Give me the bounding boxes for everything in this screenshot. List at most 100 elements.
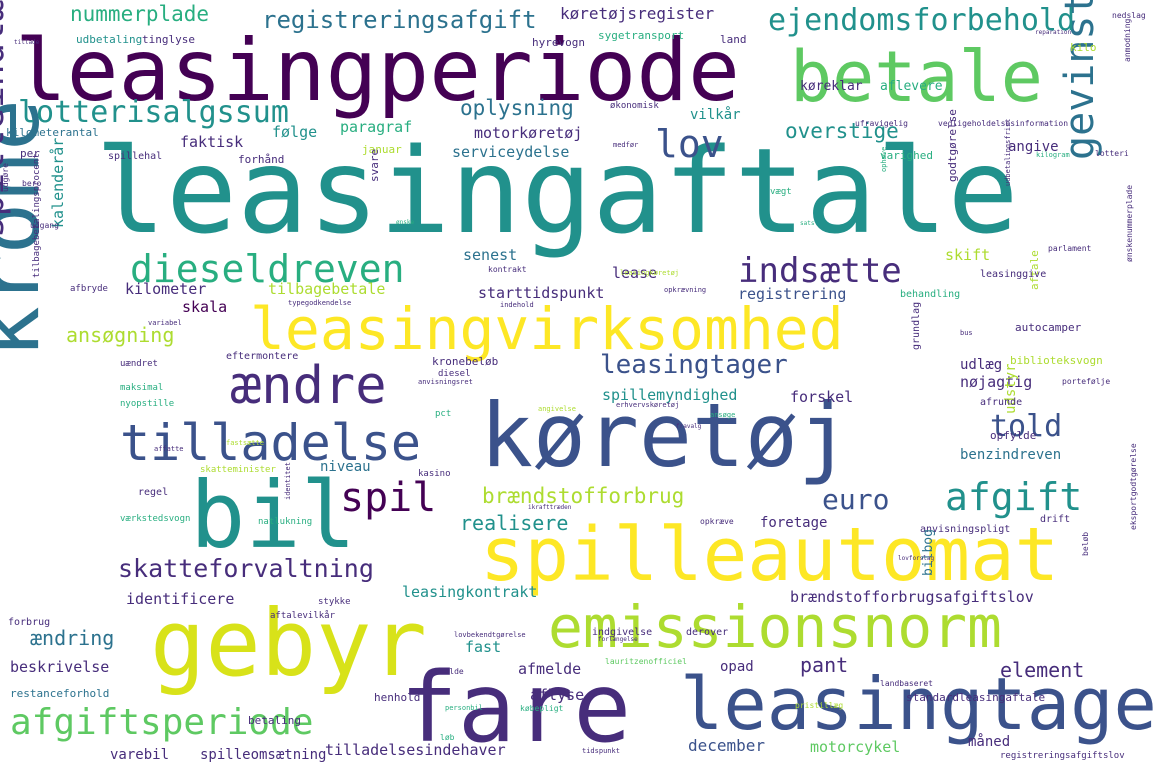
word-opad: opad bbox=[720, 659, 754, 675]
word-opkraeve: opkræve bbox=[700, 517, 734, 526]
word-behandling: behandling bbox=[900, 289, 961, 300]
word-udbetalingsfrist: udbetalingsfrist bbox=[1004, 118, 1012, 186]
word-spilleomsaetning: spilleomsætning bbox=[200, 747, 327, 763]
word-udbetaling: udbetaling bbox=[76, 33, 143, 46]
word-typegodkendelse: typegodkendelse bbox=[288, 299, 352, 307]
word-ufravigelig: ufravigelig bbox=[855, 119, 908, 128]
word-ikrafttraeden: ikrafttræden bbox=[528, 504, 572, 511]
word-forbrug: forbrug bbox=[8, 617, 51, 628]
word-leasingtager: leasingtager bbox=[600, 350, 788, 380]
word-lob: løb bbox=[440, 733, 455, 742]
word-benzindreven: benzindreven bbox=[960, 447, 1062, 463]
word-vaerkstedsvogn: værkstedsvogn bbox=[120, 514, 191, 524]
word-kilogram: kilogram bbox=[1036, 151, 1070, 159]
word-starttidspunkt: starttidspunkt bbox=[478, 284, 605, 302]
word-spilleindtaegt: spilleindtægt bbox=[0, 0, 12, 238]
word-svare: svare bbox=[368, 148, 381, 182]
word-varebil: varebil bbox=[110, 747, 170, 763]
word-anmodning: anmodning bbox=[1123, 18, 1132, 62]
word-hyrevogn: hyrevogn bbox=[532, 36, 585, 49]
word-pristillaeg: pristillæg bbox=[795, 701, 844, 710]
word-braendstofforbrug: brændstofforbrug bbox=[482, 484, 685, 508]
word-anmelde: anmelde bbox=[430, 667, 464, 676]
word-henhold: henhold bbox=[374, 691, 421, 704]
word-serviceydelse: serviceydelse bbox=[452, 143, 570, 161]
word-fare: fare bbox=[400, 652, 632, 764]
word-leasingaftale: leasingaftale bbox=[95, 122, 1019, 260]
word-registreringsafgift: registreringsafgift bbox=[262, 6, 537, 34]
word-euro: euro bbox=[822, 483, 890, 516]
word-sats: sats bbox=[800, 220, 815, 227]
word-stykke: stykke bbox=[318, 597, 351, 607]
word-udgore: udgøre bbox=[1, 163, 10, 192]
word-indehold: indehold bbox=[500, 301, 534, 309]
word-registrering: registrering bbox=[738, 285, 847, 303]
word-niveau: niveau bbox=[320, 459, 371, 475]
word-braendstofforbrugsafgiftslov: brændstofforbrugsafgiftslov bbox=[790, 588, 1034, 606]
word-spil: spil bbox=[340, 475, 437, 521]
word-land: land bbox=[720, 33, 747, 46]
word-sygetransport: sygetransport bbox=[598, 29, 685, 42]
word-biblioteksvogn: biblioteksvogn bbox=[1010, 354, 1103, 367]
word-maksimal: maksimal bbox=[120, 383, 164, 393]
word-nedslag: nedslag bbox=[1112, 11, 1146, 20]
word-portefolje: portefølje bbox=[1062, 377, 1111, 386]
word-emissionsnorm: emissionsnorm bbox=[548, 593, 1002, 661]
word-fast: fast bbox=[465, 638, 502, 656]
word-registreringsafgiftslov: registreringsafgiftslov bbox=[1000, 751, 1125, 761]
word-aftalevilkaar: aftalevilkår bbox=[270, 611, 336, 621]
word-motorkoretoj: motorkøretøj bbox=[474, 124, 583, 142]
word-motorcykel: motorcykel bbox=[810, 738, 901, 756]
word-spillemyndighed: spillemyndighed bbox=[602, 386, 738, 404]
word-onske: ønske bbox=[396, 219, 415, 226]
word-lotteri: lotteri bbox=[1095, 149, 1129, 158]
word-afgiftsperiode: afgiftsperiode bbox=[10, 702, 314, 743]
word-medfor: medfør bbox=[613, 141, 639, 149]
word-kobepligt: købepligt bbox=[520, 704, 564, 713]
word-forlaengelse: forlængelse bbox=[598, 636, 638, 643]
word-senest: senest bbox=[463, 246, 518, 264]
word-aflyse: aflyse bbox=[530, 686, 585, 704]
word-koretoj: køretøj bbox=[480, 384, 851, 487]
word-autocamper: autocamper bbox=[1015, 321, 1082, 334]
word-betale: betale bbox=[790, 36, 1043, 118]
word-leasinggive: leasinggive bbox=[980, 269, 1047, 280]
word-maaned: måned bbox=[968, 734, 1011, 750]
word-nummerplade: nummerplade bbox=[70, 2, 210, 26]
word-paragraf: paragraf bbox=[340, 118, 413, 136]
word-overstige: overstige bbox=[785, 119, 899, 143]
word-skift: skift bbox=[945, 246, 991, 264]
word-foretage: foretage bbox=[760, 515, 828, 531]
word-leasingvirksomhed: leasingvirksomhed bbox=[250, 295, 844, 363]
word-faktisk: faktisk bbox=[180, 133, 244, 151]
word-beskrivelse: beskrivelse bbox=[10, 658, 110, 676]
word-angivelse: angivelse bbox=[538, 405, 576, 413]
word-affatte: affatte bbox=[154, 445, 184, 453]
word-spillehal: spillehal bbox=[108, 151, 163, 162]
word-vedligeholdelsesinformation: vedligeholdelsesinformation bbox=[938, 119, 1069, 128]
word-afbryde: afbryde bbox=[70, 284, 108, 294]
word-lovforslag: lovforslag bbox=[898, 555, 935, 562]
word-leasingkoretoj: leasingkøretøj bbox=[620, 269, 680, 277]
word-fastsaette: fastsætte bbox=[226, 439, 264, 447]
word-reparation: reparation bbox=[1035, 29, 1072, 36]
word-told: told bbox=[990, 409, 1063, 444]
word-kontrakt: kontrakt bbox=[488, 265, 527, 274]
word-forskel: forskel bbox=[790, 388, 854, 406]
word-kilometer: kilometer bbox=[125, 280, 207, 298]
word-diesel: diesel bbox=[438, 369, 471, 379]
word-aflevere: aflevere bbox=[880, 79, 943, 94]
word-skala: skala bbox=[182, 298, 228, 316]
word-parlament: parlament bbox=[1048, 244, 1092, 253]
word-personbil: personbil bbox=[445, 704, 483, 712]
word-tinglyse: tinglyse bbox=[142, 33, 195, 46]
word-identitet: identitet bbox=[284, 462, 292, 500]
word-dieseldreven: dieseldreven bbox=[130, 247, 405, 291]
word-ejendomsforbehold: ejendomsforbehold bbox=[768, 3, 1076, 38]
word-afgift: afgift bbox=[945, 475, 1083, 519]
word-bil: bil bbox=[190, 462, 357, 569]
word-skatteforvaltning: skatteforvaltning bbox=[118, 554, 374, 583]
word-skatteminister: skatteminister bbox=[200, 465, 276, 475]
word-uaendret: uændret bbox=[120, 359, 158, 369]
